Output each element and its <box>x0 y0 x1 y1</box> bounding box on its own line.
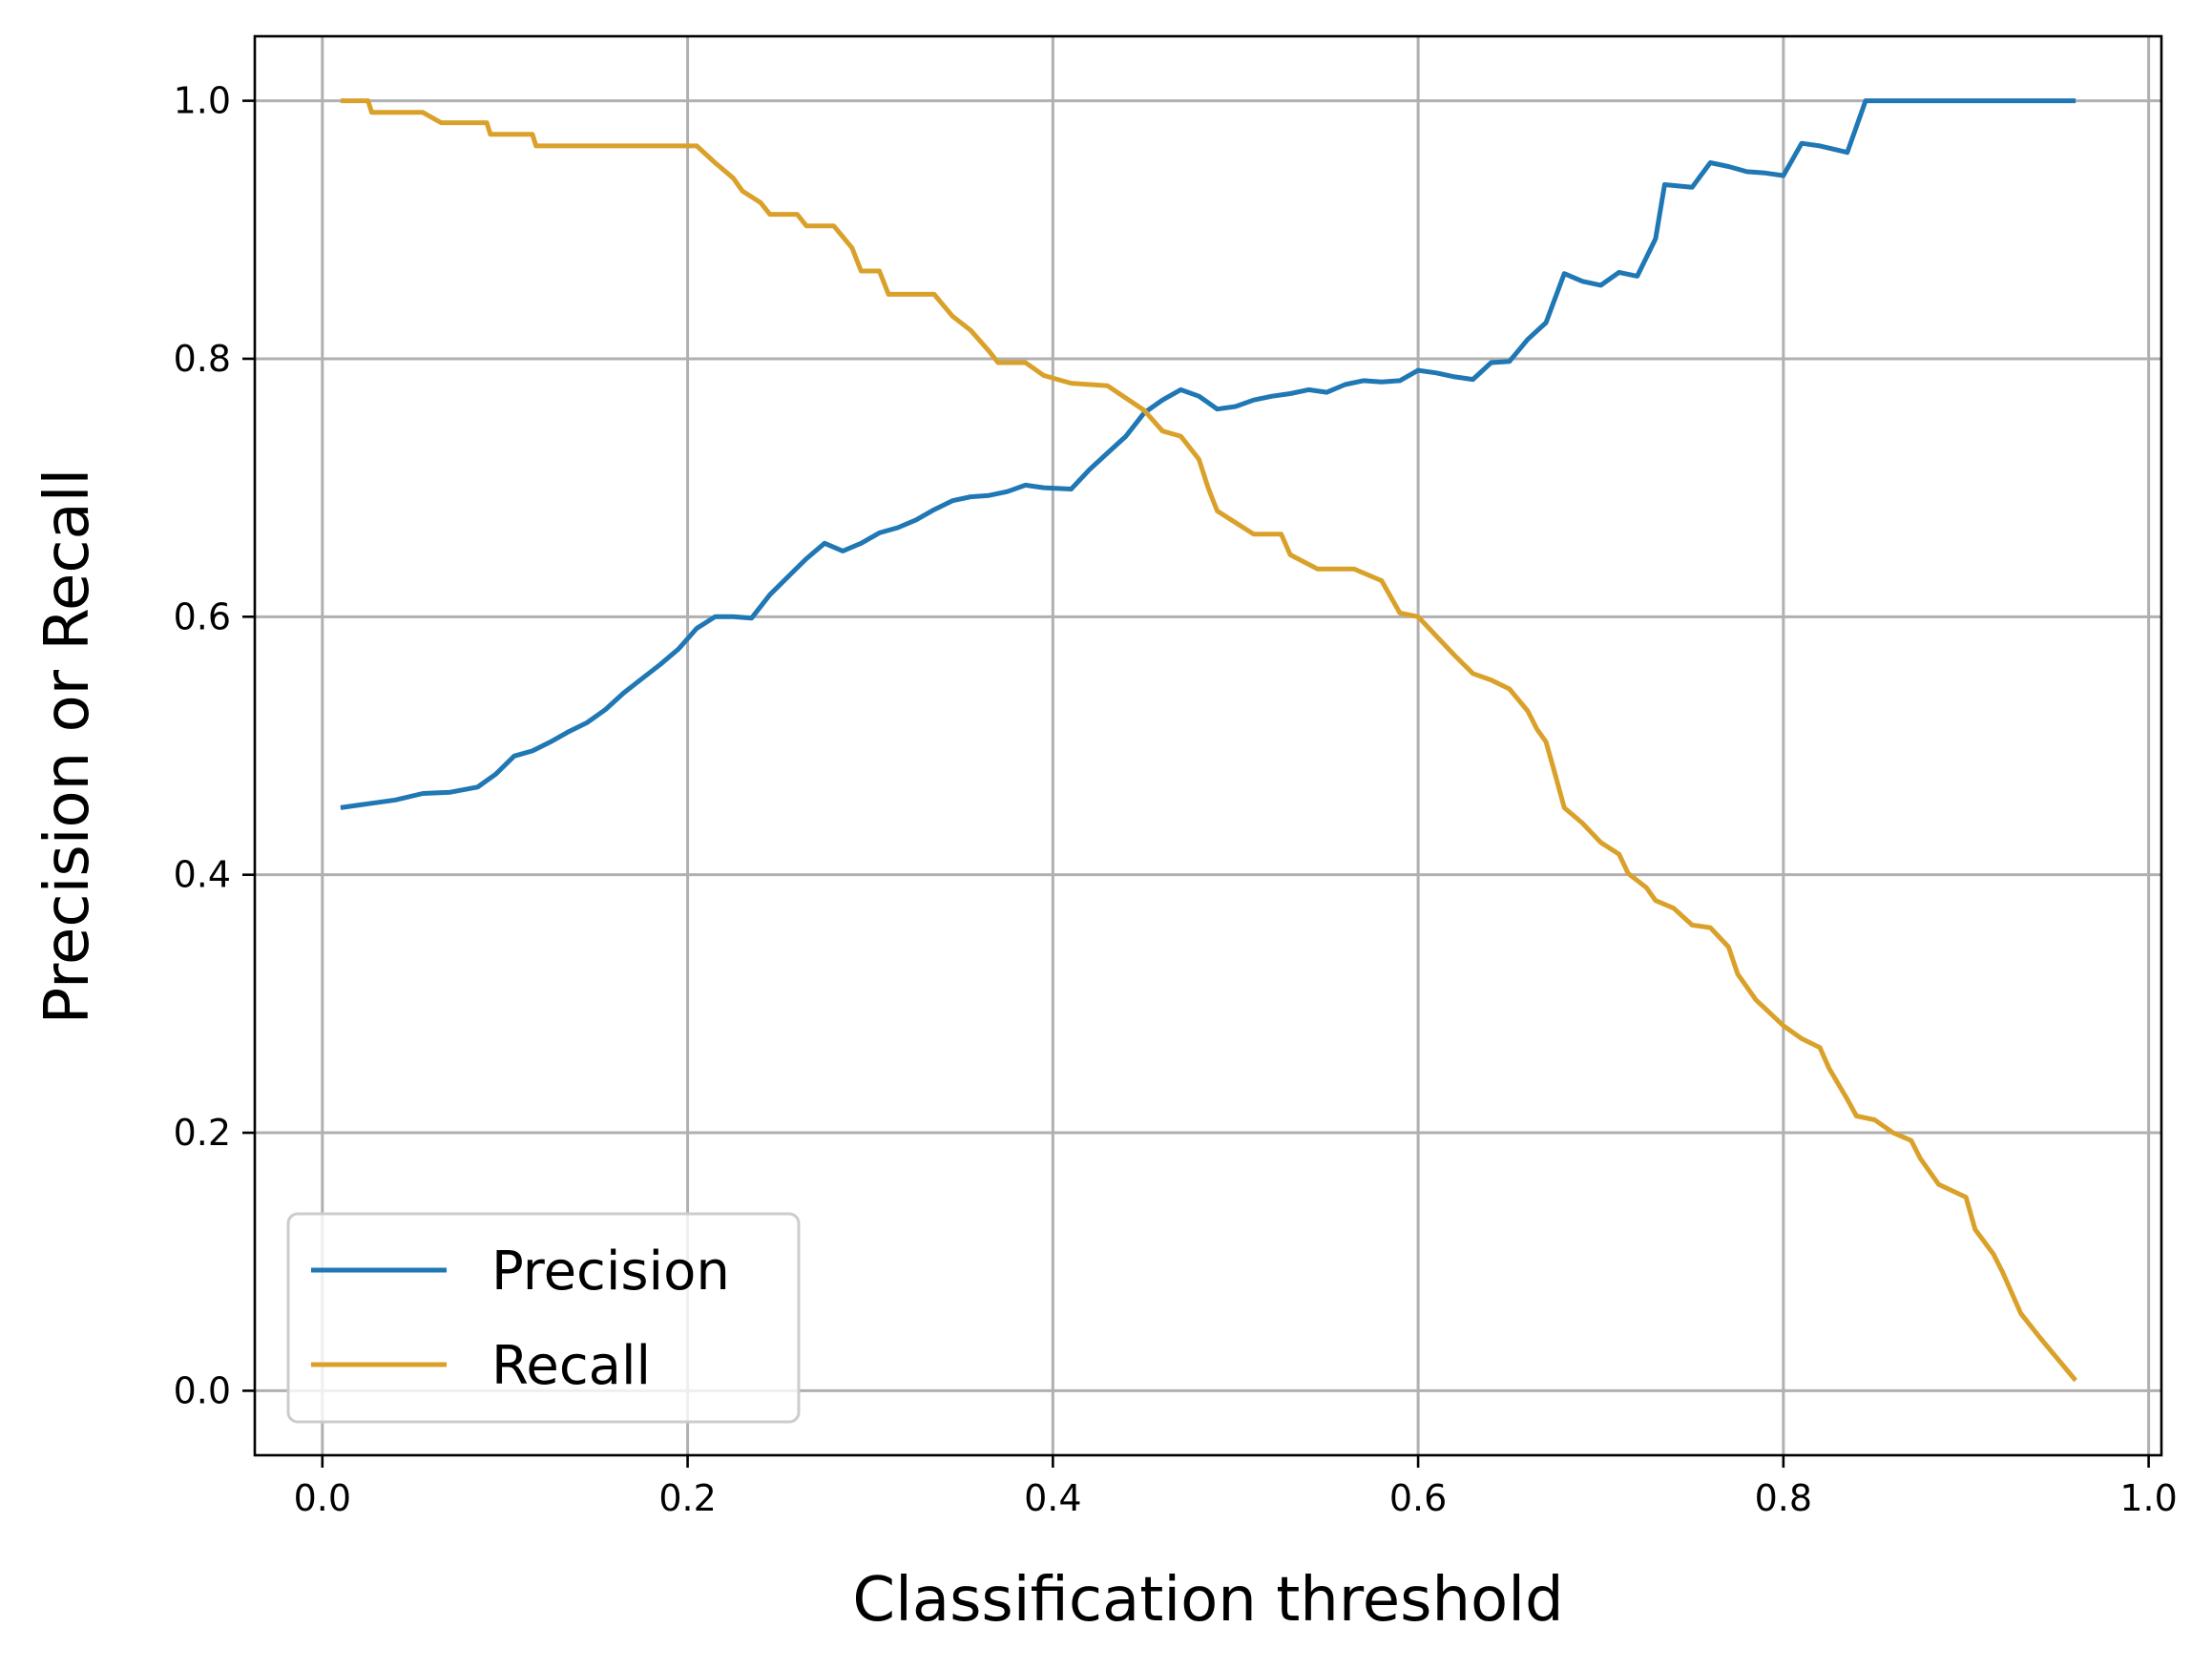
x-tick-label: 0.0 <box>294 1477 351 1519</box>
y-tick-label: 0.4 <box>174 854 231 896</box>
legend-box <box>286 1212 801 1424</box>
y-tick-label: 0.8 <box>174 338 231 380</box>
legend-label-precision: Precision <box>491 1241 730 1303</box>
axes-frame <box>253 34 2163 1457</box>
y-tick-label: 0.6 <box>174 595 231 637</box>
x-tick-label: 0.2 <box>658 1477 716 1519</box>
series-layer <box>340 98 2078 1383</box>
legend: Precision Recall <box>286 1212 801 1424</box>
legend-label-recall: Recall <box>491 1335 651 1397</box>
x-tick-label: 0.8 <box>1755 1477 1812 1519</box>
y-tick-label: 1.0 <box>174 80 231 122</box>
y-tick-label: 0.2 <box>174 1112 231 1154</box>
y-axis-label: Precision or Recall <box>32 469 103 1025</box>
x-tick-label: 0.4 <box>1024 1477 1081 1519</box>
grid-lines <box>255 36 2161 1455</box>
y-tick-label: 0.0 <box>174 1369 231 1411</box>
x-tick-label: 1.0 <box>2119 1477 2177 1519</box>
x-tick-label: 0.6 <box>1389 1477 1447 1519</box>
tick-labels: 0.0 0.2 0.4 0.6 0.8 1.0 0.0 0.2 0.4 0.6 0.8 1.0 <box>174 80 2178 1519</box>
series-line-precision <box>340 98 2076 810</box>
x-axis-label: Classification threshold <box>852 1565 1563 1636</box>
series-line-recall <box>340 98 2078 1383</box>
tick-marks <box>242 99 2150 1468</box>
